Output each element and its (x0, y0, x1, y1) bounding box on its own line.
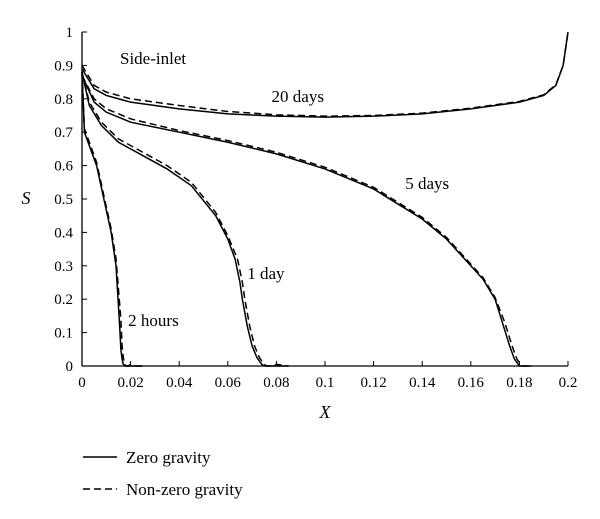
series-line (81, 71, 289, 367)
y-tick-label: 0.2 (54, 292, 73, 308)
x-tick-label: 0.06 (215, 375, 242, 391)
y-tick-label: 0.4 (54, 225, 73, 241)
x-tick-label: 0 (78, 375, 86, 391)
series-curves (81, 31, 569, 367)
series-line (81, 31, 569, 118)
x-tick-label: 0.02 (117, 375, 143, 391)
x-tick-label: 0.18 (506, 375, 532, 391)
x-tick-label: 0.08 (263, 375, 289, 391)
chart-annotation: Side-inlet (120, 49, 186, 68)
x-axis-ticks: 0 0.02 0.04 0.06 0.08 0.1 0.12 0.14 0.16 0.18 0.2 (78, 361, 577, 391)
y-axis-ticks: 0 0.1 0.2 0.3 0.4 0.5 0.6 0.7 0.8 0.9 1 (54, 25, 87, 375)
x-tick-label: 0.14 (409, 375, 436, 391)
y-tick-label: 0.9 (54, 58, 73, 74)
y-tick-label: 0.6 (54, 159, 73, 175)
x-tick-label: 0.1 (316, 375, 335, 391)
y-tick-label: 0 (66, 359, 74, 375)
series-line (81, 71, 289, 367)
y-tick-label: 0.8 (54, 92, 73, 108)
series-line (81, 72, 143, 367)
x-tick-label: 0.12 (360, 375, 386, 391)
x-tick-label: 0.16 (458, 375, 485, 391)
x-axis-label: X (319, 402, 332, 422)
curve-labels: 2 hours 1 day 5 days 20 days (128, 87, 449, 330)
curve-label: 1 day (247, 264, 285, 283)
curve-label: 20 days (272, 87, 324, 106)
legend: Zero gravity Non-zero gravity (83, 448, 243, 499)
y-tick-label: 0.7 (54, 125, 73, 141)
legend-label-non-zero-gravity: Non-zero gravity (126, 480, 243, 499)
x-tick-label: 0.2 (559, 375, 578, 391)
series-line (81, 75, 532, 367)
y-tick-label: 0.5 (54, 192, 73, 208)
legend-label-zero-gravity: Zero gravity (126, 448, 211, 467)
y-tick-label: 0.1 (54, 326, 73, 342)
curve-label: 2 hours (128, 311, 179, 330)
x-tick-label: 0.04 (166, 375, 193, 391)
y-axis-label: S (22, 188, 31, 208)
series-line (81, 75, 532, 367)
series-line (81, 31, 569, 117)
y-tick-label: 1 (66, 25, 74, 41)
y-tick-label: 0.3 (54, 259, 73, 275)
curve-label: 5 days (405, 174, 449, 193)
